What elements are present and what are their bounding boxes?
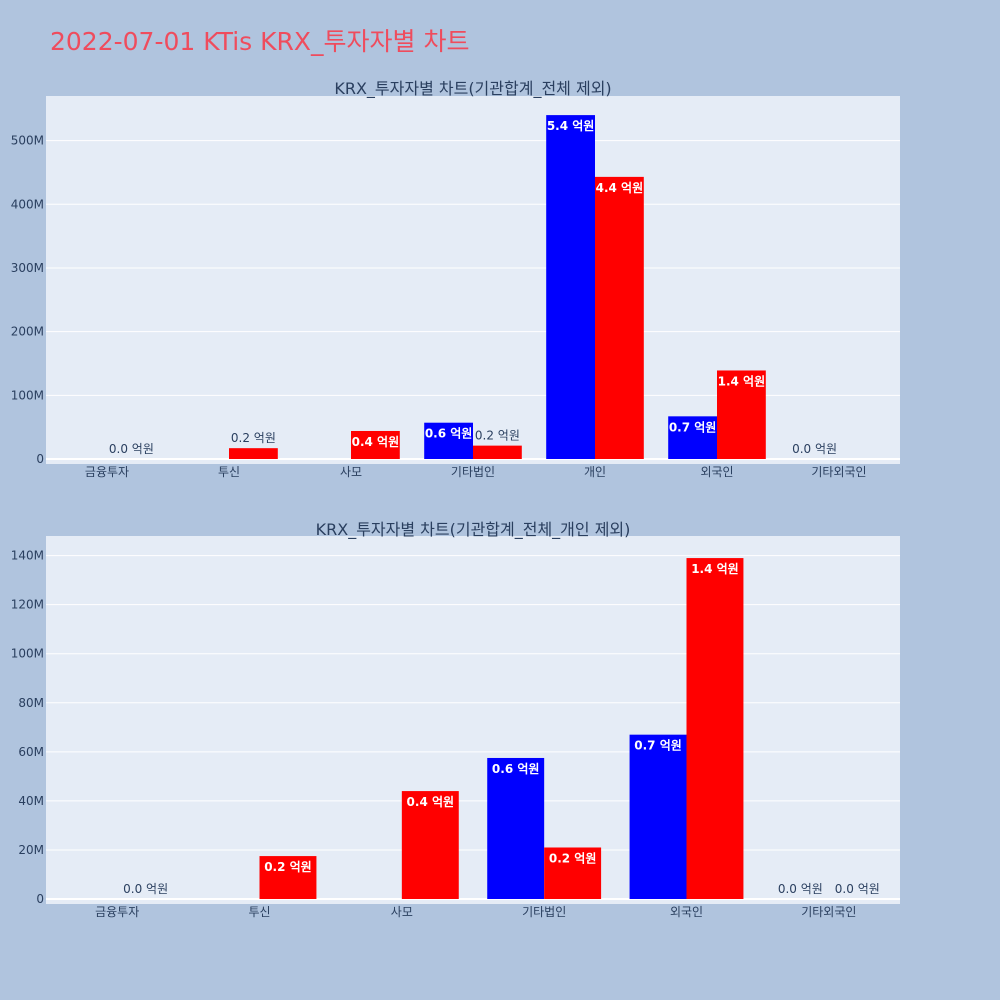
plot-area [46, 96, 900, 464]
data-label: 1.4 억원 [691, 562, 739, 576]
x-tick-label: 기타외국인 [801, 905, 856, 919]
y-tick-label: 60M [18, 745, 44, 759]
y-tick-label: 120M [11, 598, 44, 612]
y-tick-label: 80M [18, 696, 44, 710]
bar-sell [401, 791, 459, 899]
bar-buy [668, 416, 717, 459]
bar-sell [473, 445, 522, 459]
data-label: 0.2 억원 [475, 429, 520, 443]
data-label: 0.2 억원 [231, 431, 276, 445]
x-tick-label: 기타외국인 [811, 465, 866, 479]
y-tick-label: 300M [11, 261, 44, 275]
x-tick-label: 금융투자 [95, 905, 139, 919]
y-tick-label: 20M [18, 843, 44, 857]
chart-top: 0 100M 200M 300M 400M 500M KRX_투자자별 차트(기관합계_전체… [11, 79, 900, 479]
x-tick-label: 외국인 [700, 465, 733, 479]
data-label: 0.0 억원 [792, 442, 837, 456]
data-label: 0.6 억원 [492, 762, 540, 776]
x-tick-label: 기타법인 [522, 905, 566, 919]
data-label: 5.4 억원 [547, 119, 595, 133]
bar-sell [229, 448, 278, 459]
bar-sell [544, 847, 602, 899]
y-tick-label: 0 [36, 892, 44, 906]
data-label: 0.4 억원 [407, 795, 455, 809]
x-tick-label: 사모 [340, 465, 362, 479]
bar-sell [595, 176, 644, 459]
data-label: 0.2 억원 [549, 851, 597, 865]
chart-title: KRX_투자자별 차트(기관합계_전체 제외) [334, 79, 611, 99]
data-label: 1.4 억원 [718, 374, 766, 388]
y-tick-label: 40M [18, 794, 44, 808]
bar-sell [259, 856, 317, 899]
data-label: 0.0 억원 [109, 442, 154, 456]
data-label: 0.0 억원 [123, 882, 168, 896]
bar-buy [424, 422, 473, 459]
x-tick-label: 개인 [584, 465, 606, 479]
x-tick-label: 기타법인 [451, 465, 495, 479]
data-label: 0.0 억원 [778, 882, 823, 896]
y-tick-label: 100M [11, 388, 44, 402]
data-label: 0.4 억원 [352, 435, 400, 449]
data-label: 0.2 억원 [264, 860, 312, 874]
y-tick-label: 140M [11, 549, 44, 563]
plot-area [46, 536, 900, 904]
y-tick-label: 400M [11, 197, 44, 211]
data-label: 0.6 억원 [425, 427, 473, 441]
bar-buy [546, 115, 595, 460]
data-label: 0.0 억원 [835, 882, 880, 896]
y-tick-label: 200M [11, 325, 44, 339]
bar-buy [487, 757, 545, 899]
x-tick-label: 외국인 [670, 905, 703, 919]
page-title: 2022-07-01 KTis KRX_투자자별 차트 [50, 27, 469, 56]
bar-buy [629, 734, 687, 899]
x-tick-label: 금융투자 [85, 465, 129, 479]
bar-sell [717, 370, 766, 459]
bar-sell [686, 558, 744, 899]
chart-title: KRX_투자자별 차트(기관합계_전체_개인 제외) [316, 520, 631, 540]
y-tick-label: 500M [11, 134, 44, 148]
x-tick-label: 투신 [248, 905, 270, 919]
x-tick-label: 사모 [391, 905, 413, 919]
x-tick-label: 투신 [218, 465, 240, 479]
bar-sell [351, 430, 400, 459]
data-label: 0.7 억원 [669, 420, 717, 434]
data-label: 0.7 억원 [634, 739, 682, 753]
y-tick-label: 100M [11, 647, 44, 661]
data-label: 4.4 억원 [596, 181, 644, 195]
y-tick-label: 0 [36, 452, 44, 466]
chart-bottom: 0 20M 40M 60M 80M 100M 120M 140M KRX_투자자별 차트(기관합… [11, 520, 900, 919]
